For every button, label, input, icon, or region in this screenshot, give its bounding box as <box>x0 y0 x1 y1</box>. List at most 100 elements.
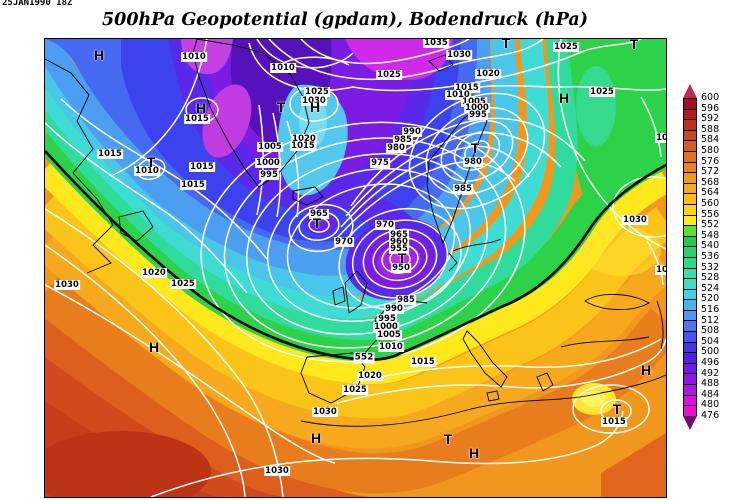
pressure-center-letter: H <box>309 99 321 116</box>
legend-color-cell <box>684 279 696 290</box>
isobar-label: 995 <box>377 314 397 324</box>
isobar-label: 1015 <box>290 141 316 151</box>
isobar-label: 1025 <box>170 279 196 289</box>
isobar-label: 985 <box>396 295 416 305</box>
legend-tick-label: 596 <box>701 102 720 114</box>
legend-tick-label: 568 <box>701 176 720 188</box>
isobar-label: 10 <box>655 265 667 275</box>
pressure-center-letter: H <box>148 339 160 356</box>
legend-color-cell <box>684 130 696 142</box>
legend-color-cell <box>684 406 696 417</box>
legend-tick-label: 592 <box>701 113 720 125</box>
isobar-label: 1010 <box>270 63 296 73</box>
isobar-label: 1005 <box>461 97 487 107</box>
isobar-label: 1015 <box>189 162 215 172</box>
isobar-label: 1015 <box>454 83 480 93</box>
legend-color-cell <box>684 215 696 227</box>
legend-tick-label: 500 <box>701 346 720 358</box>
legend-tick-label: 528 <box>701 272 720 284</box>
legend-tick-label: 476 <box>701 409 720 421</box>
isobar-label: 1020 <box>291 134 317 144</box>
valid-date: 25JAN1990 18Z <box>2 0 73 8</box>
legend-tick-label: 580 <box>701 144 720 156</box>
pressure-center-letter: H <box>558 90 570 107</box>
weather-map: 1010 1010 1035 1030 1025 1025 1020 1015 1010 1005… <box>44 38 667 498</box>
legend-tick-label: 488 <box>701 378 720 390</box>
legend-tick-label: 600 <box>701 91 720 103</box>
isobar-label: 1010 <box>181 52 207 62</box>
isobar-label: 1010 <box>378 342 404 352</box>
pressure-center-letter: T <box>612 401 622 418</box>
isobar-label: 1015 <box>601 417 627 427</box>
legend-color-cell <box>684 353 696 364</box>
legend-tick-label: 520 <box>701 293 720 305</box>
pressure-center-letter: T <box>146 154 156 171</box>
isobar-label: 1010 <box>134 166 160 176</box>
legend-color-cell <box>684 257 696 269</box>
isobar-label: 1025 <box>376 70 402 80</box>
legend-color-cell <box>684 226 696 237</box>
legend-tick-label: 508 <box>701 325 720 337</box>
thick-552-contour <box>45 150 666 361</box>
isobar-label: 1020 <box>357 371 383 381</box>
pressure-center-letter: T <box>397 250 407 267</box>
isobar-label: 995 <box>259 170 279 180</box>
legend-color-cell <box>684 236 696 248</box>
legend-color-cell <box>684 385 696 396</box>
isobar-label: 980 <box>463 157 483 167</box>
legend-tick-label: 480 <box>701 399 720 411</box>
isobar-label: 955 <box>389 244 409 254</box>
legend-color-cell <box>684 247 696 258</box>
isobar-label: 1030 <box>54 280 80 290</box>
legend-color-cell <box>684 141 696 152</box>
isobar-label: 975 <box>370 158 390 168</box>
legend-color-cell <box>684 204 696 216</box>
legend-color-cell <box>684 268 696 280</box>
legend-tick-label: 524 <box>701 282 720 294</box>
isobar-label: 1000 <box>464 103 490 113</box>
isobar-label: 995 <box>468 110 488 120</box>
isobar-label: 970 <box>375 220 395 230</box>
isobar-label: 1015 <box>97 149 123 159</box>
isobar-label: 1000 <box>255 158 281 168</box>
legend-tick-label: 516 <box>701 303 720 315</box>
isobar-label: 1010 <box>445 90 471 100</box>
isobar-label: 10 <box>655 133 667 143</box>
isobar-label: 1030 <box>446 50 472 60</box>
legend-color-cell <box>684 109 696 121</box>
isobar-label: 960 <box>389 237 409 247</box>
isobar-label: 1020 <box>141 268 167 278</box>
isobar-label: 1025 <box>304 87 330 97</box>
legend-tick-label: 564 <box>701 187 720 199</box>
isobar-label: 1015 <box>410 357 436 367</box>
legend-tick-label: 576 <box>701 155 720 167</box>
legend-tick-label: 492 <box>701 367 720 379</box>
isobar-label: 990 <box>384 304 404 314</box>
isobar-label: 1025 <box>553 42 579 52</box>
legend-color-cell <box>684 342 696 354</box>
legend-color-cell <box>684 300 696 311</box>
isobar-label: 1030 <box>622 215 648 225</box>
legend-tick-label: 584 <box>701 134 720 146</box>
pressure-center-letter: T <box>443 431 453 448</box>
isobar-label: 1035 <box>423 38 449 48</box>
legend-color-cell <box>684 310 696 322</box>
legend-tick-label: 560 <box>701 197 720 209</box>
isobar-label: 985 <box>453 184 473 194</box>
geopotential-color-bands <box>45 39 666 497</box>
isobar-label: 1025 <box>589 87 615 97</box>
legend-arrow-down-icon <box>683 416 697 430</box>
legend-color-cell <box>684 173 696 184</box>
isobar-label: 1015 <box>180 180 206 190</box>
legend-color-cell <box>684 151 696 163</box>
geopotential-legend: 600 596 592 588 584 580 576 572 568 564 560 556 552 5… <box>683 84 732 444</box>
pressure-center-letter: T <box>470 140 480 157</box>
isobar-label: 1000 <box>373 322 399 332</box>
legend-color-cell <box>684 363 696 375</box>
legend-color-cell <box>684 321 696 333</box>
pressure-center-letter: T <box>501 38 511 52</box>
legend-color-cell <box>684 99 696 110</box>
pressure-center-letter: T <box>312 215 322 232</box>
legend-color-bar <box>683 98 697 417</box>
legend-tick-label: 588 <box>701 123 720 135</box>
